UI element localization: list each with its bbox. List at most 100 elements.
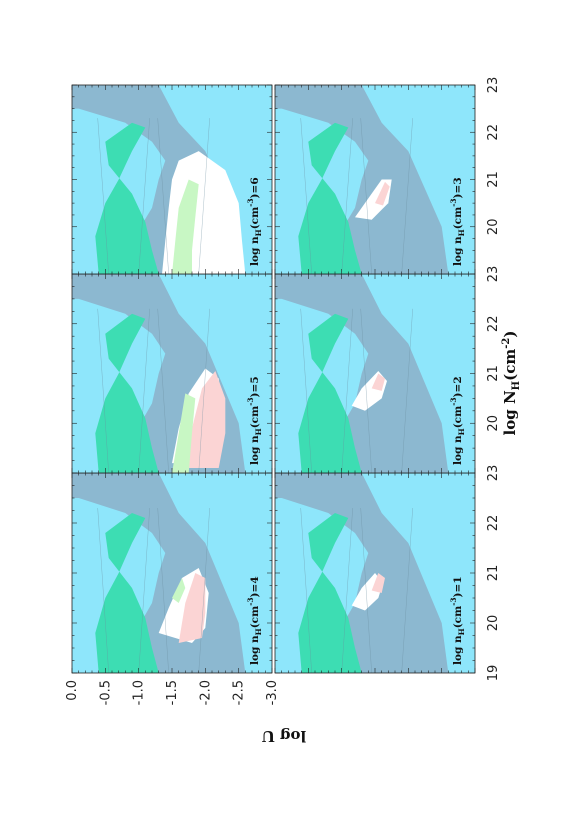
- panel-label-main: log n: [249, 635, 261, 665]
- x-tick-label: 21: [486, 365, 501, 382]
- region-green: [95, 513, 159, 673]
- y-tick-label: -1.5: [165, 680, 180, 705]
- panel-regions: [275, 85, 449, 274]
- region-pink: [178, 573, 206, 643]
- panel-1: log nH(cm-3)=1: [274, 472, 476, 674]
- contour-line: [401, 118, 413, 274]
- panel-3: log nH(cm-3)=3: [274, 84, 476, 275]
- contour-line: [300, 308, 312, 473]
- x-axis-title: log NH(cm-2): [501, 331, 522, 436]
- contour-line: [300, 118, 312, 274]
- region-pink: [185, 371, 226, 468]
- panel-label-exp: -3: [449, 397, 458, 405]
- y-tick-label: -1.0: [132, 680, 147, 705]
- x-tick-label: 19: [486, 665, 501, 682]
- tick-labels: 19 20 21 22 23 20 21 22 23 20 21 22 23 0.0 -0.5 -1.0 -1.…: [65, 77, 501, 706]
- contour-line: [341, 118, 353, 274]
- contour-line: [300, 507, 312, 673]
- contour-line: [138, 507, 150, 673]
- contour-line: [97, 308, 109, 473]
- x-tick-label: 21: [486, 171, 501, 188]
- contour-line: [157, 118, 169, 274]
- contour-line: [157, 308, 169, 473]
- contour-line: [97, 118, 109, 274]
- region-green: [95, 313, 159, 473]
- panel-label-main: log n: [452, 236, 464, 266]
- contour-line: [157, 507, 169, 673]
- x-tick-label: 20: [486, 615, 501, 632]
- panel-4: log nH(cm-3)=4: [71, 472, 273, 674]
- panel-label-value: )=6: [249, 177, 261, 198]
- panel-regions: [72, 85, 246, 274]
- panel-2: log nH(cm-3)=2: [274, 273, 476, 474]
- region-green: [95, 122, 159, 274]
- panel-label-main: log n: [452, 435, 464, 465]
- x-axis-title-main: log N: [501, 390, 519, 435]
- x-axis-title-close: ): [501, 331, 519, 338]
- region-pink: [375, 181, 390, 206]
- region-green: [298, 313, 362, 473]
- x-tick-label: 22: [486, 124, 501, 141]
- contour-line: [401, 507, 413, 673]
- y-axis-title: log U: [262, 727, 307, 745]
- panel-label-value: )=3: [452, 177, 464, 198]
- region-green: [298, 513, 362, 673]
- panel-label-sub: H: [254, 229, 263, 236]
- region-lightgreen: [172, 179, 199, 274]
- region-lightgreen: [172, 393, 196, 473]
- x-tick-label: 21: [486, 565, 501, 582]
- contour-line: [138, 118, 150, 274]
- contour-line: [138, 308, 150, 473]
- x-tick-label: 23: [486, 465, 501, 482]
- y-tick-label: -2.5: [232, 680, 247, 705]
- panel-label-exp: -3: [246, 397, 255, 405]
- panel-label-value: )=2: [452, 376, 464, 397]
- panel-label: log nH(cm-3)=1: [449, 576, 466, 665]
- contour-line: [360, 507, 372, 673]
- region-green: [298, 122, 362, 274]
- panel-label-value: )=5: [249, 376, 261, 397]
- y-tick-label: -3.0: [265, 680, 280, 705]
- y-tick-label: 0.0: [65, 680, 80, 701]
- panel-label: log nH(cm-3)=4: [246, 576, 263, 665]
- panel-regions: [72, 274, 246, 473]
- x-tick-label: 23: [486, 266, 501, 283]
- region-pink: [371, 373, 385, 391]
- panel-label-sub: H: [254, 628, 263, 635]
- x-axis-title-exp: -2: [501, 338, 512, 349]
- region-pink: [371, 573, 385, 593]
- x-tick-label: 23: [486, 77, 501, 94]
- panel-label-unit: (cm: [452, 606, 464, 628]
- panel-label-main: log n: [249, 435, 261, 465]
- panel-label-value: )=1: [452, 576, 464, 597]
- panel-label-exp: -3: [449, 597, 458, 605]
- contour-line: [360, 118, 372, 274]
- contour-line: [401, 308, 413, 473]
- x-tick-label: 20: [486, 219, 501, 236]
- panel-label-exp: -3: [449, 198, 458, 206]
- panel-label-unit: (cm: [452, 207, 464, 229]
- contour-line: [198, 507, 210, 673]
- panel-label-sub: H: [457, 428, 466, 435]
- contour-line: [341, 507, 353, 673]
- contour-line: [198, 118, 210, 274]
- panel-label-unit: (cm: [249, 406, 261, 428]
- panel-label-sub: H: [457, 628, 466, 635]
- panel-label-unit: (cm: [249, 606, 261, 628]
- x-tick-label: 22: [486, 316, 501, 333]
- panel-label-sub: H: [457, 229, 466, 236]
- panel-label: log nH(cm-3)=5: [246, 376, 263, 465]
- panel-label: log nH(cm-3)=6: [246, 177, 263, 266]
- y-tick-label: -2.0: [198, 680, 213, 705]
- y-tick-label: -0.5: [98, 680, 113, 705]
- x-tick-label: 20: [486, 415, 501, 432]
- panel-label-unit: (cm: [249, 207, 261, 229]
- x-axis-title-unit: (cm: [501, 349, 519, 381]
- panel-label-value: )=4: [249, 576, 261, 597]
- panel-label: log nH(cm-3)=3: [449, 177, 466, 266]
- panel-label-main: log n: [249, 236, 261, 266]
- panel-6: log nH(cm-3)=6: [71, 84, 273, 275]
- panel-regions: [72, 473, 246, 673]
- panel-regions: [275, 473, 449, 673]
